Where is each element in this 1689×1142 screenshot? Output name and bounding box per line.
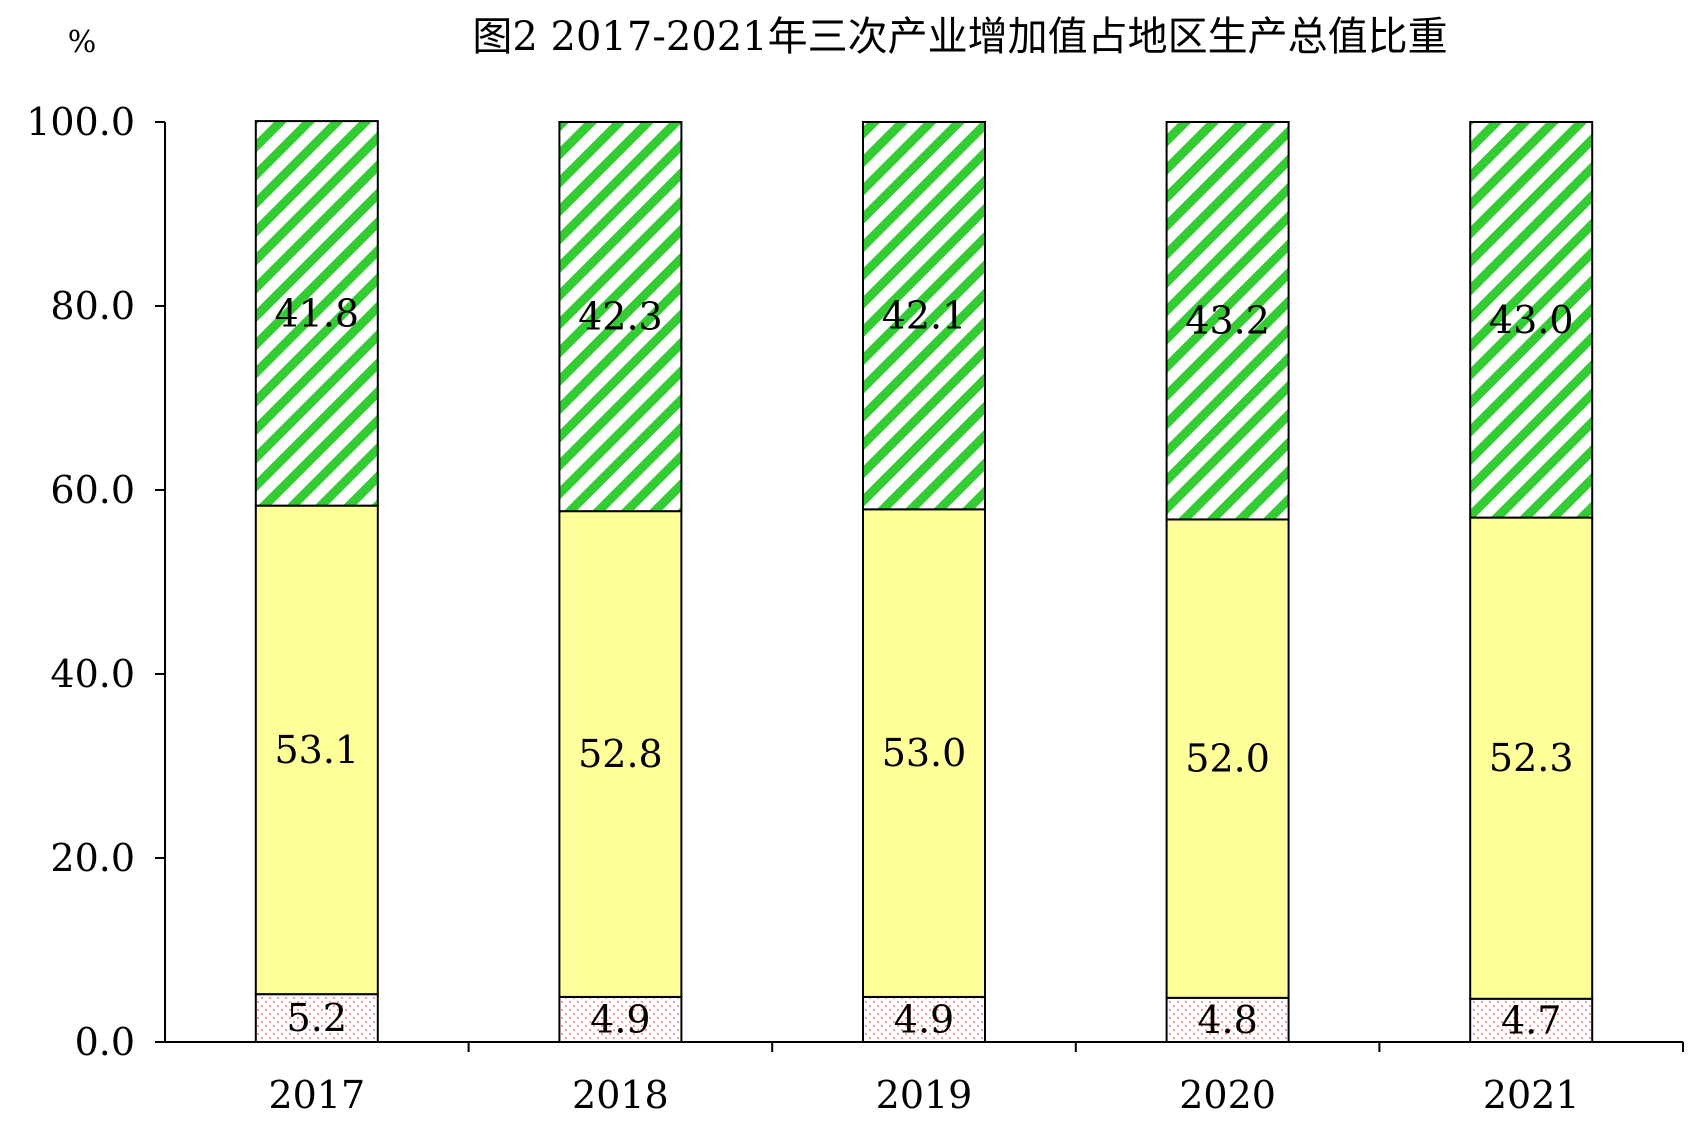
bar-segment <box>558 510 683 998</box>
chart-title: 图2 2017-2021年三次产业增加值占地区生产总值比重 <box>472 14 1447 60</box>
y-tick-label: 40.0 <box>50 652 135 696</box>
bar-segment <box>862 508 986 998</box>
data-label: 53.1 <box>274 728 359 772</box>
x-tick-label: 2019 <box>876 1073 973 1117</box>
y-tick-label: 60.0 <box>50 468 135 512</box>
axes-group: 0.0 20.0 40.0 60.0 80.0 100.0 <box>26 100 1684 1064</box>
bar-segment <box>1165 518 1290 999</box>
data-label: 4.8 <box>1197 998 1257 1042</box>
data-label: 43.0 <box>1489 298 1574 342</box>
data-label: 41.8 <box>274 291 359 335</box>
bars-group <box>254 120 1594 1044</box>
data-label: 42.3 <box>578 295 663 339</box>
y-tick-label: 100.0 <box>26 100 135 144</box>
bar-segment <box>1469 997 1594 1044</box>
data-label: 52.8 <box>578 732 663 776</box>
y-tick-label: 20.0 <box>50 836 135 880</box>
y-tick-label: 80.0 <box>50 284 135 328</box>
x-tick-label: 2021 <box>1483 1073 1580 1117</box>
bar-segment <box>254 120 379 507</box>
data-label: 4.7 <box>1501 998 1561 1042</box>
x-tick-label: 2018 <box>572 1073 669 1117</box>
bar-segment <box>1469 121 1594 519</box>
labels-group: 5.2 53.1 41.8 2017 4.9 52.8 42.3 2018 4.9 53.0 42.… <box>268 291 1579 1117</box>
bar-segment <box>1469 516 1594 1000</box>
data-label: 43.2 <box>1185 299 1270 343</box>
bar-segment <box>558 121 683 513</box>
y-tick-label: 0.0 <box>75 1020 135 1064</box>
bar-segment <box>558 995 683 1043</box>
bar-segment <box>1165 121 1290 521</box>
data-label: 42.1 <box>882 294 967 338</box>
bar-segment <box>862 995 986 1043</box>
data-label: 4.9 <box>590 997 650 1041</box>
bar-segment <box>1165 996 1290 1044</box>
x-tick-label: 2020 <box>1179 1073 1276 1117</box>
data-label: 53.0 <box>882 731 967 775</box>
bar-segment <box>862 121 986 511</box>
bar-segment <box>254 504 379 996</box>
data-label: 4.9 <box>894 997 954 1041</box>
data-label: 5.2 <box>287 996 347 1040</box>
y-axis-unit-label: % <box>68 25 97 60</box>
data-label: 52.3 <box>1489 736 1574 780</box>
data-label: 52.0 <box>1185 737 1270 781</box>
x-tick-label: 2017 <box>268 1073 365 1117</box>
